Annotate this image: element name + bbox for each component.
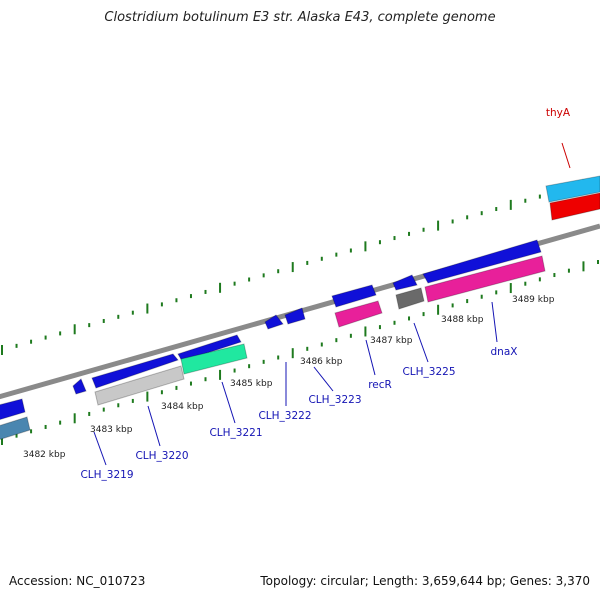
kbp-label: 3483 kbp — [90, 425, 133, 435]
kbp-label: 3489 kbp — [512, 295, 555, 305]
gene-features — [0, 175, 600, 440]
kbp-scale-labels: 3482 kbp 3483 kbp 3484 kbp 3485 kbp 3486 kbp… — [23, 295, 555, 460]
gene-label: CLH_3225 — [402, 366, 455, 378]
gray-gene-block — [94, 365, 185, 406]
cyan-gene-block — [545, 175, 600, 203]
blue-gene-arrow — [392, 274, 418, 291]
blue-gene-arrow — [177, 334, 242, 362]
leader-line — [491, 301, 498, 343]
blue-gene-arrow — [91, 353, 179, 389]
kbp-label: 3482 kbp — [23, 450, 66, 460]
leader-line — [413, 322, 429, 363]
gene-label: CLH_3221 — [209, 427, 262, 439]
kbp-label: 3484 kbp — [161, 402, 204, 412]
blue-gene-arrow — [0, 398, 26, 421]
label-leader-lines — [93, 142, 571, 466]
gene-label: dnaX — [491, 346, 518, 358]
pink-gene-block — [424, 255, 546, 303]
leader-line — [147, 405, 161, 447]
leader-line — [221, 381, 236, 424]
blue-gene-arrow — [72, 378, 87, 395]
blue-gene-arrow — [284, 307, 306, 325]
topology-text: Topology: circular; Length: 3,659,644 bp… — [260, 574, 590, 588]
leader-line — [313, 366, 334, 392]
accession-text: Accession: NC_010723 — [9, 574, 146, 588]
dark-gray-gene-block — [395, 287, 425, 310]
leader-line — [561, 142, 571, 169]
steel-blue-gene-block — [0, 416, 31, 440]
kbp-label: 3485 kbp — [230, 379, 273, 389]
blue-gene-arrow — [331, 284, 377, 308]
kbp-label: 3486 kbp — [300, 357, 343, 367]
red-gene-block — [549, 192, 600, 221]
blue-gene-arrow — [422, 239, 542, 284]
leader-line — [93, 431, 107, 466]
gene-label: CLH_3219 — [80, 469, 133, 481]
kbp-label: 3487 kbp — [370, 336, 413, 346]
teal-gene-block — [180, 343, 248, 375]
gene-label: CLH_3223 — [308, 394, 361, 406]
leader-line — [365, 339, 376, 376]
gene-label: CLH_3222 — [258, 410, 311, 422]
kbp-label: 3488 kbp — [441, 315, 484, 325]
gene-label: recR — [368, 379, 392, 391]
gene-label: CLH_3220 — [135, 450, 188, 462]
blue-gene-arrow — [264, 314, 284, 330]
gene-label: thyA — [546, 107, 571, 119]
pink-gene-block — [334, 300, 383, 328]
genome-title: Clostridium botulinum E3 str. Alaska E43… — [104, 10, 496, 25]
